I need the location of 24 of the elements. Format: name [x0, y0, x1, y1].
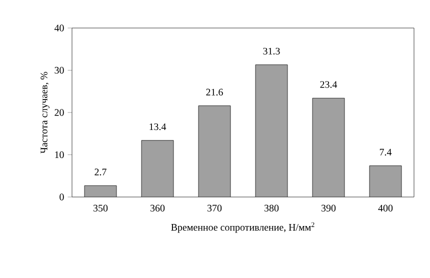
data-label: 31.3	[263, 48, 280, 55]
x-tick-label: 350	[94, 204, 108, 212]
x-tick-label: 390	[322, 204, 336, 212]
x-tick-label: 380	[264, 204, 279, 212]
data-label: 2.7	[94, 168, 106, 176]
x-tick-label: 360	[150, 204, 165, 212]
y-axis-title: Частота случаев, %	[40, 72, 50, 154]
y-tick-label: 0	[60, 194, 64, 200]
y-tick-label: 10	[55, 151, 64, 158]
bar	[141, 140, 174, 197]
x-tick-label: 400	[378, 204, 393, 212]
x-axis-title: Временное сопротивление, Н/мм$^{2}$	[171, 222, 314, 233]
data-label: 7.4	[380, 148, 392, 156]
bar	[369, 166, 402, 197]
data-label: 13.4	[150, 123, 166, 130]
data-label: 21.6	[206, 88, 223, 96]
y-tick-label: 20	[54, 109, 64, 116]
bar	[255, 64, 288, 197]
data-label: 23.4	[320, 81, 338, 88]
bar	[198, 106, 231, 197]
y-tick-label: 40	[54, 24, 64, 32]
y-tick-label: 30	[54, 66, 64, 74]
bar	[312, 98, 345, 197]
x-tick-label: 370	[208, 204, 222, 212]
